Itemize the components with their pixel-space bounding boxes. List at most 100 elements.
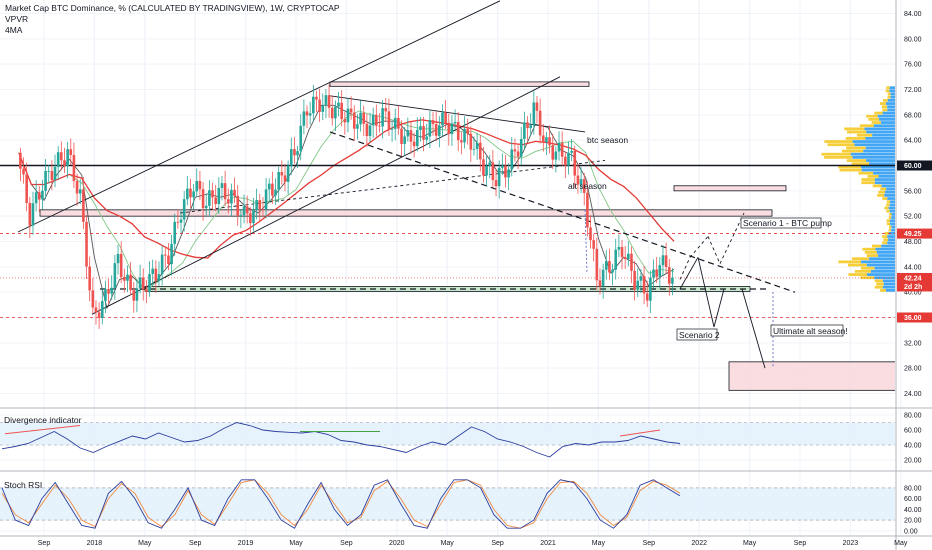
- candle-body: [296, 151, 299, 156]
- x-tick-label: May: [441, 540, 455, 547]
- volume-bar-down: [887, 241, 895, 245]
- volume-bar-down: [890, 95, 895, 99]
- candle-body: [327, 95, 331, 108]
- volume-bar-down: [878, 254, 895, 257]
- candle-body: [554, 151, 558, 160]
- callout-scenario1-box[interactable]: [740, 217, 822, 229]
- candle-body: [148, 273, 151, 292]
- volume-bar-up: [862, 247, 876, 251]
- candle-body: [501, 165, 504, 168]
- trend-drawings[interactable]: [0, 0, 895, 369]
- candle-body: [258, 200, 262, 209]
- candle-body: [592, 240, 595, 249]
- volume-bar-down: [883, 282, 895, 286]
- candle-body: [582, 179, 586, 193]
- candle-body: [25, 174, 28, 203]
- candle-body: [97, 312, 101, 319]
- candle-body: [346, 108, 350, 123]
- candle-body: [321, 105, 325, 112]
- stoch-k-line: [1, 479, 681, 529]
- candle-body: [312, 96, 315, 114]
- volume-bar-down: [875, 247, 895, 251]
- study-vpvr[interactable]: VPVR: [5, 14, 29, 24]
- candle-body: [239, 215, 243, 216]
- study-4ma[interactable]: 4MA: [5, 25, 23, 35]
- y-tick-label: 80.00: [904, 36, 922, 43]
- candle-body: [154, 268, 158, 281]
- candle-body: [261, 208, 265, 210]
- channel-upper: [17, 0, 501, 233]
- volume-bar-down: [866, 159, 895, 162]
- candle-body: [179, 219, 183, 223]
- y-tick-label: 28.00: [904, 366, 922, 373]
- candle-body: [601, 269, 605, 287]
- price-tag-bg: [897, 228, 932, 239]
- callout-scenario2-box[interactable]: [676, 328, 718, 341]
- candle-body: [422, 126, 425, 140]
- ultimate-down: [741, 288, 766, 369]
- candle-body: [655, 269, 658, 277]
- candle-body: [425, 136, 429, 140]
- candle-body: [60, 152, 63, 161]
- candle-body: [22, 168, 25, 175]
- callout-ultimate-box[interactable]: [770, 324, 844, 337]
- divergence-grid: [0, 0, 902, 535]
- volume-bar-up: [874, 279, 883, 283]
- candle-body: [182, 199, 186, 220]
- volume-bar-down: [865, 137, 895, 140]
- divergence-pane-title[interactable]: Divergence indicator: [4, 415, 82, 425]
- volume-bar-down: [864, 127, 895, 131]
- candle-body: [586, 192, 589, 228]
- candle-body: [324, 95, 328, 106]
- volume-bar-down: [866, 263, 895, 267]
- scenario1-c: [707, 236, 721, 264]
- resistance-line: [329, 95, 586, 133]
- candle-body: [359, 112, 362, 125]
- candle-body: [110, 287, 114, 294]
- candle-body: [664, 255, 668, 268]
- candle-body: [409, 130, 413, 142]
- candle-body: [192, 191, 195, 198]
- candle-body: [255, 200, 258, 211]
- candle-body: [220, 183, 224, 188]
- x-tick-label: 2019: [238, 540, 254, 547]
- main-grid: [0, 0, 895, 405]
- candle-body: [460, 140, 463, 143]
- x-tick-label: Sep: [794, 540, 807, 547]
- volume-bar-up: [848, 273, 868, 276]
- candle-body: [214, 197, 217, 205]
- candle-body: [438, 125, 441, 136]
- candle-body: [356, 124, 359, 129]
- volume-bar-up: [859, 124, 874, 128]
- volume-bar-up: [889, 213, 892, 216]
- candle-body: [645, 293, 649, 301]
- candle-body: [362, 112, 366, 124]
- price-axis[interactable]: 84.00 80.00 76.00 72.00 68.00 64.00 60.00 56.00…: [904, 11, 922, 535]
- x-tick-label: May: [289, 540, 303, 547]
- supply-demand-zones[interactable]: [39, 81, 896, 391]
- volume-bar-down: [873, 171, 895, 175]
- symbol-title[interactable]: Market Cap BTC Dominance, % (CALCULATED …: [5, 3, 340, 13]
- scenario2-rebound: [713, 288, 725, 328]
- y-tick-label: 32.00: [904, 340, 922, 347]
- candle-body: [368, 125, 372, 137]
- candle-body: [447, 122, 451, 135]
- annotations: btc season alt season Scenario 1 - BTC p…: [568, 135, 848, 341]
- candle-body: [173, 221, 177, 244]
- candle-body: [538, 110, 542, 136]
- volume-bar-up: [888, 228, 892, 232]
- volume-bar-up: [885, 89, 890, 93]
- price-tag-bg: [897, 281, 932, 292]
- candle-body: [604, 260, 608, 270]
- candle-body: [667, 267, 671, 284]
- candle-body: [186, 188, 189, 200]
- time-axis[interactable]: Sep 2018 May Sep 2019 May Sep 2020 May Sep 2021 May…: [38, 540, 908, 547]
- volume-bar-down: [885, 102, 895, 105]
- volume-bar-up: [888, 225, 892, 229]
- stoch-pane-title[interactable]: Stoch RSI: [4, 480, 42, 490]
- volume-bar-up: [851, 162, 870, 166]
- candle-body: [671, 277, 674, 284]
- volume-bar-down: [873, 124, 895, 128]
- candle-body: [315, 96, 318, 100]
- y-tick-label: 48.00: [904, 239, 922, 246]
